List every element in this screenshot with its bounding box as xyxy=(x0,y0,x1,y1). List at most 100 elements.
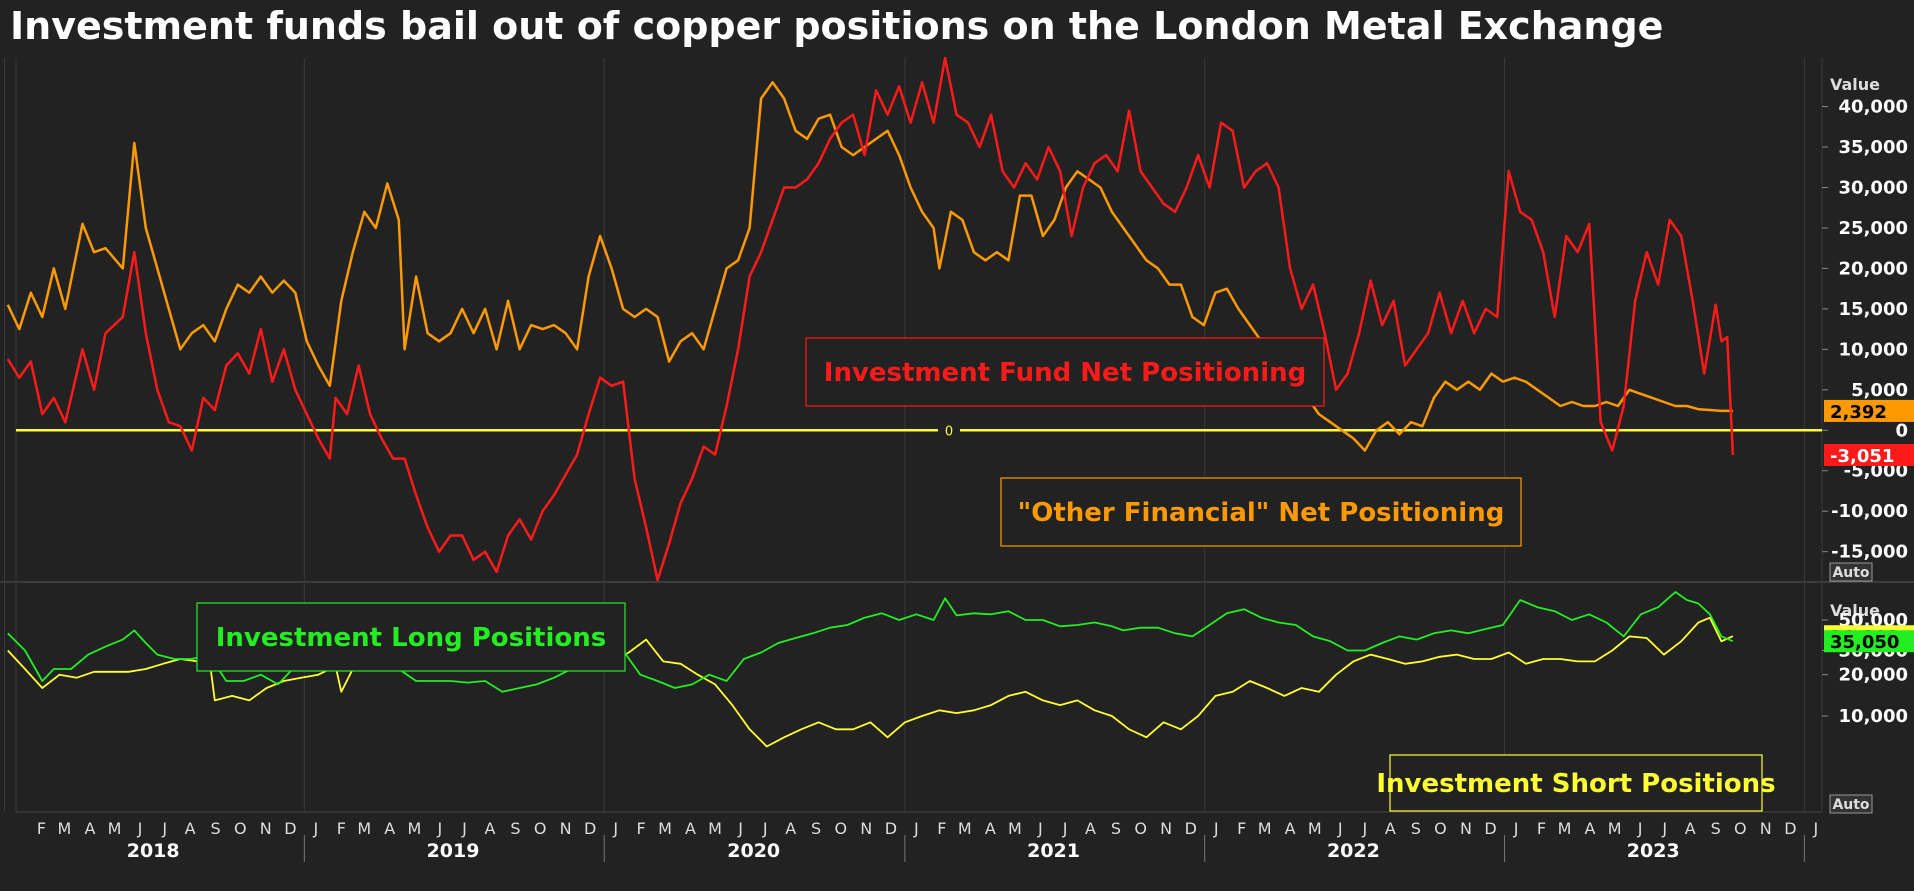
x-month-label: F xyxy=(37,819,46,838)
series-line-investment-short xyxy=(7,616,1734,748)
x-month-label: F xyxy=(337,819,346,838)
top-y-tick-label: -10,000 xyxy=(1831,501,1908,522)
annotation-investment-fund-net: Investment Fund Net Positioning xyxy=(824,358,1306,388)
x-month-label: A xyxy=(1285,819,1296,838)
x-month-label: O xyxy=(834,819,847,838)
top-y-tick-label: 40,000 xyxy=(1839,97,1908,118)
x-month-label: F xyxy=(937,819,946,838)
bottom-y-tick-label: 20,000 xyxy=(1839,665,1908,686)
x-month-label: D xyxy=(1185,819,1197,838)
x-month-label: A xyxy=(84,819,95,838)
series-line-other-financial-net xyxy=(6,81,1733,452)
top-y-tick-label: 15,000 xyxy=(1839,299,1908,320)
auto-button-label: Auto xyxy=(1832,797,1869,813)
x-year-label: 2018 xyxy=(127,840,180,862)
x-month-label: M xyxy=(958,819,972,838)
x-year-label: 2020 xyxy=(727,840,780,862)
x-month-label: N xyxy=(860,819,872,838)
x-month-label: J xyxy=(437,819,443,838)
x-month-label: O xyxy=(1134,819,1147,838)
x-month-label: J xyxy=(737,819,743,838)
x-month-label: D xyxy=(284,819,296,838)
top-y-tick-label: 35,000 xyxy=(1839,137,1908,158)
last-value-investment-fund: -3,051 xyxy=(1830,446,1894,467)
x-month-label: A xyxy=(1085,819,1096,838)
top-y-tick-label: 30,000 xyxy=(1839,177,1908,198)
x-month-label: J xyxy=(762,819,768,838)
x-month-label: A xyxy=(785,819,796,838)
x-month-label: A xyxy=(985,819,996,838)
annotation-investment-long: Investment Long Positions xyxy=(216,623,606,653)
x-month-label: O xyxy=(234,819,247,838)
zero-line-label: 0 xyxy=(945,424,953,439)
x-month-label: J xyxy=(1513,819,1519,838)
x-month-label: S xyxy=(811,819,821,838)
x-month-label: N xyxy=(260,819,272,838)
last-value-other-financial-bg xyxy=(1824,399,1914,422)
x-month-label: M xyxy=(108,819,122,838)
x-month-label: F xyxy=(1537,819,1546,838)
x-month-label: D xyxy=(885,819,897,838)
auto-button-label: Auto xyxy=(1832,565,1869,581)
x-month-label: M xyxy=(1558,819,1572,838)
x-month-label: M xyxy=(1258,819,1272,838)
x-year-label: 2023 xyxy=(1627,840,1680,862)
annotation-investment-short: Investment Short Positions xyxy=(1376,769,1775,799)
chart-title: Investment funds bail out of copper posi… xyxy=(10,4,1664,48)
auto-scale-button[interactable]: Auto xyxy=(1829,794,1873,814)
last-value-investment-long-bg xyxy=(1824,630,1914,653)
x-month-label: J xyxy=(1062,819,1068,838)
x-month-label: J xyxy=(1213,819,1219,838)
x-month-label: M xyxy=(357,819,371,838)
x-year-label: 2019 xyxy=(427,840,480,862)
x-month-label: M xyxy=(408,819,422,838)
x-month-label: N xyxy=(1760,819,1772,838)
x-month-label: S xyxy=(1411,819,1421,838)
series-line-investment-long xyxy=(7,591,1734,693)
top-y-axis-title: Value xyxy=(1830,75,1880,94)
top-y-tick-label: 20,000 xyxy=(1839,258,1908,279)
x-month-label: J xyxy=(1637,819,1643,838)
x-month-label: J xyxy=(161,819,167,838)
annotation-other-financial-net-box xyxy=(1000,477,1522,547)
bottom-y-axis-title: Value xyxy=(1830,601,1880,620)
x-month-label: J xyxy=(913,819,919,838)
x-month-label: N xyxy=(1460,819,1472,838)
auto-scale-button[interactable]: Auto xyxy=(1829,562,1873,582)
x-month-label: J xyxy=(1037,819,1043,838)
auto-button-frame xyxy=(1829,562,1873,582)
x-month-label: O xyxy=(1434,819,1447,838)
x-month-label: F xyxy=(1237,819,1246,838)
x-month-label: A xyxy=(185,819,196,838)
top-y-tick-label: 5,000 xyxy=(1851,380,1908,401)
x-month-label: J xyxy=(312,819,318,838)
x-month-label: M xyxy=(1608,819,1622,838)
x-month-label: J xyxy=(612,819,618,838)
x-month-label: D xyxy=(1484,819,1496,838)
x-month-label: J xyxy=(1661,819,1667,838)
x-month-label: A xyxy=(1685,819,1696,838)
x-month-label: A xyxy=(1385,819,1396,838)
x-year-label: 2021 xyxy=(1027,840,1080,862)
annotation-other-financial-net: "Other Financial" Net Positioning xyxy=(1018,498,1505,528)
zero-label-bg xyxy=(938,421,960,440)
x-month-label: J xyxy=(137,819,143,838)
x-month-label: D xyxy=(584,819,596,838)
x-month-label: J xyxy=(1362,819,1368,838)
x-month-label: J xyxy=(461,819,467,838)
x-month-label: D xyxy=(1784,819,1796,838)
x-month-label: S xyxy=(211,819,221,838)
x-month-label: A xyxy=(485,819,496,838)
annotation-investment-short-box xyxy=(1389,754,1763,812)
last-value-other-financial: 2,392 xyxy=(1830,402,1887,423)
top-y-tick-label: -5,000 xyxy=(1844,461,1908,482)
x-month-label: M xyxy=(708,819,722,838)
x-month-label: O xyxy=(534,819,547,838)
x-month-label: A xyxy=(384,819,395,838)
annotation-investment-fund-net-box xyxy=(805,337,1325,407)
top-y-tick-label: 0 xyxy=(1895,420,1908,441)
top-y-tick-label: 10,000 xyxy=(1839,339,1908,360)
series-line-investment-fund-net xyxy=(6,56,1735,582)
top-y-tick-label: -15,000 xyxy=(1831,542,1908,563)
